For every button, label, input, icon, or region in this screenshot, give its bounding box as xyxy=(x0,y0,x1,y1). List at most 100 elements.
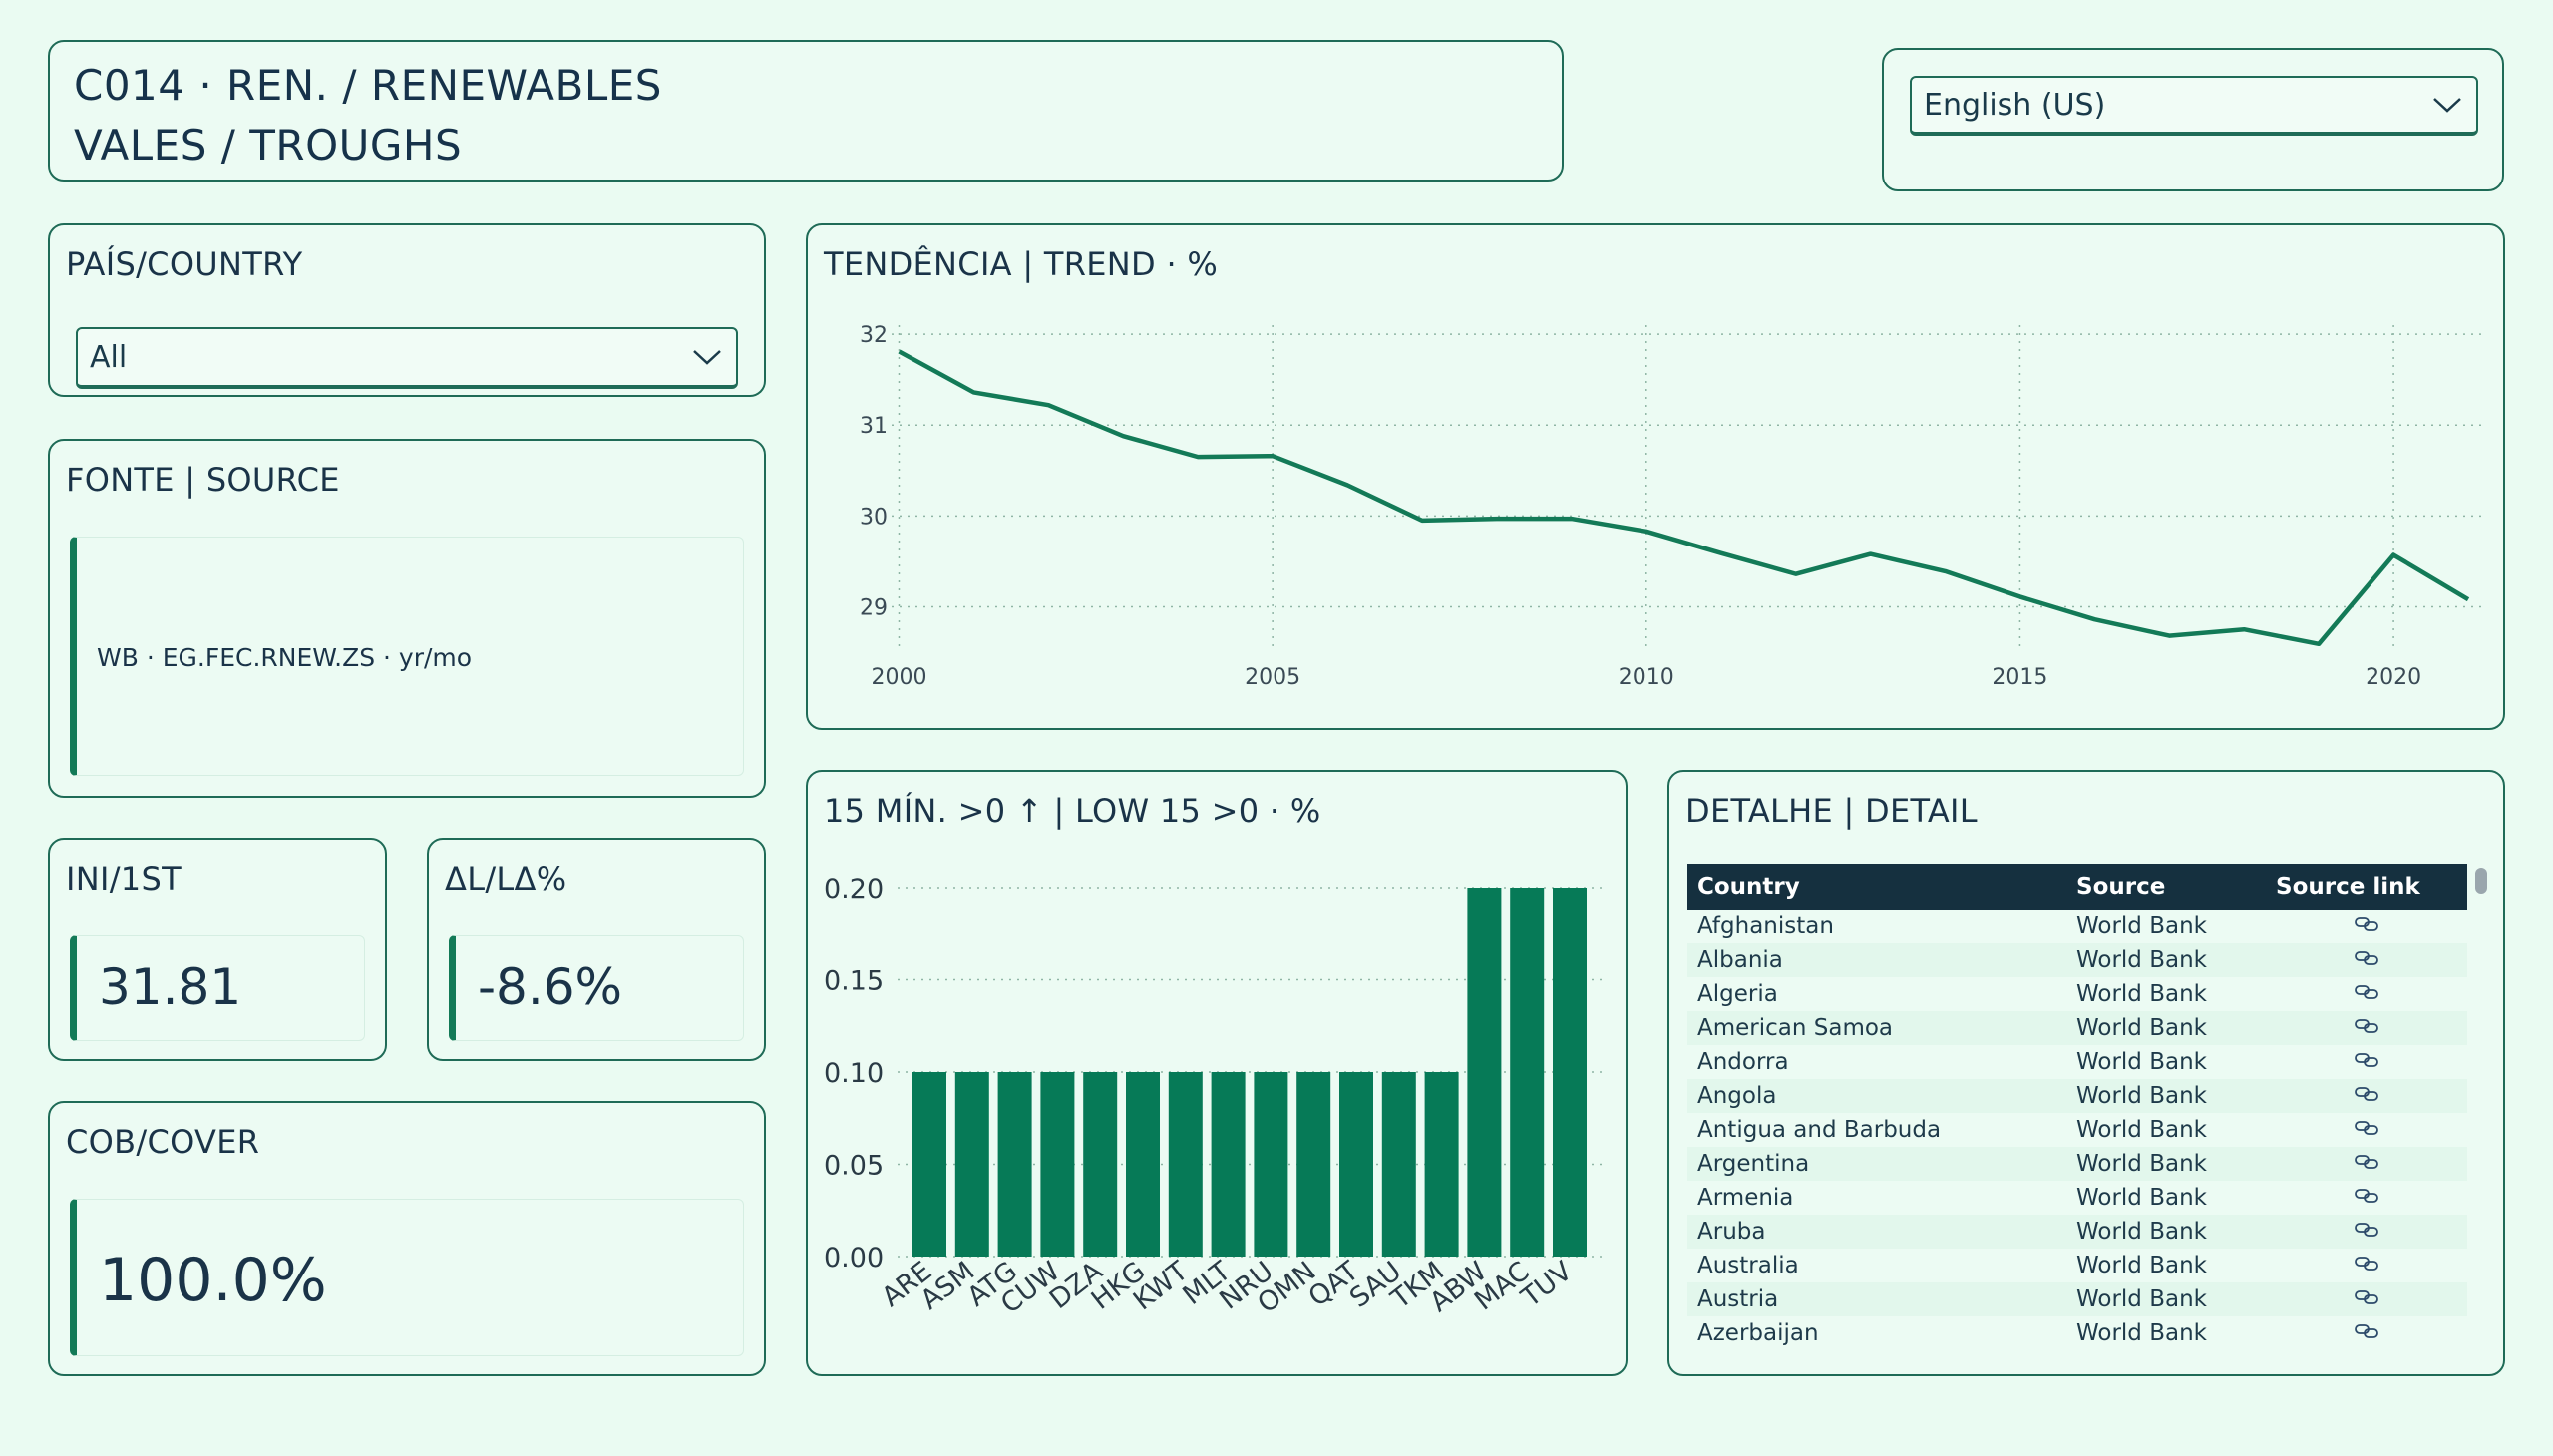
link-icon[interactable] xyxy=(2354,1221,2379,1239)
cell-country: Albania xyxy=(1687,943,2066,977)
bar-dza[interactable] xyxy=(1083,1072,1118,1257)
language-selected: English (US) xyxy=(1924,87,2106,123)
low15-card: 15 MÍN. >0 ↑ | LOW 15 >0 · % 0.00 0.05 0.1… xyxy=(806,770,1628,1376)
link-icon[interactable] xyxy=(2354,1051,2379,1069)
link-icon[interactable] xyxy=(2354,1085,2379,1103)
language-dropdown[interactable]: English (US) xyxy=(1910,76,2478,136)
chevron-down-icon xyxy=(693,350,721,365)
x-tick-label: 2000 xyxy=(871,665,926,690)
bar-sau[interactable] xyxy=(1381,1072,1416,1257)
x-tick-label: 2020 xyxy=(2366,665,2421,690)
detail-card: DETALHE | DETAIL Country Source Source l… xyxy=(1667,770,2505,1376)
cell-country: Andorra xyxy=(1697,1049,1789,1075)
col-source-link[interactable]: Source link xyxy=(2266,864,2467,910)
table-row: Algeria World Bank xyxy=(1687,977,2467,1011)
y-tick-label: 0.05 xyxy=(824,1151,884,1182)
kpi-first-title: INI/1ST xyxy=(66,860,182,898)
kpi-cover-box: 100.0% xyxy=(70,1199,744,1356)
link-icon[interactable] xyxy=(2354,1119,2379,1137)
title-card: C014 · REN. / RENEWABLES VALES / TROUGHS xyxy=(48,40,1564,182)
kpi-delta-card: ΔL/LΔ% -8.6% xyxy=(427,838,766,1061)
country-filter-title: PAÍS/COUNTRY xyxy=(66,245,303,283)
link-icon[interactable] xyxy=(2354,1255,2379,1273)
bar-abw[interactable] xyxy=(1467,888,1502,1257)
cell-source: World Bank xyxy=(2066,1282,2266,1316)
link-icon[interactable] xyxy=(2354,1017,2379,1035)
link-icon[interactable] xyxy=(2354,983,2379,1001)
cell-source: World Bank xyxy=(2066,1215,2266,1249)
cell-source-link xyxy=(2266,943,2467,977)
x-tick-label: 2010 xyxy=(1619,665,1674,690)
chevron-down-icon xyxy=(2433,98,2461,113)
link-icon[interactable] xyxy=(2354,1187,2379,1205)
cell-source: World Bank xyxy=(2076,1185,2207,1211)
kpi-cover-card: COB/COVER 100.0% xyxy=(48,1101,766,1376)
bar-tuv[interactable] xyxy=(1553,888,1587,1257)
cell-source-link xyxy=(2266,910,2467,943)
kpi-first-card: INI/1ST 31.81 xyxy=(48,838,387,1061)
bar-omn[interactable] xyxy=(1296,1072,1331,1257)
kpi-cover-value: 100.0% xyxy=(99,1246,327,1315)
bar-qat[interactable] xyxy=(1339,1072,1373,1257)
table-row: Afghanistan World Bank xyxy=(1687,910,2467,943)
bar-hkg[interactable] xyxy=(1126,1072,1160,1257)
bar-tkm[interactable] xyxy=(1424,1072,1459,1257)
bar-asm[interactable] xyxy=(954,1072,989,1257)
link-icon[interactable] xyxy=(2354,1322,2379,1340)
cell-source-link xyxy=(2266,1113,2467,1147)
link-icon[interactable] xyxy=(2354,1153,2379,1171)
language-card: English (US) xyxy=(1882,48,2504,191)
kpi-first-box: 31.81 xyxy=(70,935,365,1041)
cell-country: Armenia xyxy=(1697,1185,1794,1211)
cell-source-link xyxy=(2266,1181,2467,1215)
cell-source-link xyxy=(2266,1147,2467,1181)
bar-cuw[interactable] xyxy=(1040,1072,1075,1257)
y-tick-label: 0.10 xyxy=(824,1058,884,1089)
cell-source: World Bank xyxy=(2076,913,2207,939)
country-dropdown[interactable]: All xyxy=(76,327,738,389)
x-tick-label: 2005 xyxy=(1245,665,1300,690)
link-icon[interactable] xyxy=(2354,1288,2379,1306)
bar-nru[interactable] xyxy=(1254,1072,1288,1257)
x-tick-label: 2015 xyxy=(1992,665,2047,690)
table-row: Argentina World Bank xyxy=(1687,1147,2467,1181)
cell-source-link xyxy=(2266,1011,2467,1045)
trend-series-line[interactable] xyxy=(898,349,2470,647)
bar-kwt[interactable] xyxy=(1168,1072,1203,1257)
cell-source: World Bank xyxy=(2076,1253,2207,1278)
trend-card: TENDÊNCIA | TREND · % 29 30 31 32 2000 2005 20… xyxy=(806,223,2505,730)
cell-country: American Samoa xyxy=(1687,1011,2066,1045)
cell-source-link xyxy=(2266,977,2467,1011)
link-icon[interactable] xyxy=(2354,949,2379,967)
cell-source: World Bank xyxy=(2066,1147,2266,1181)
cell-source: World Bank xyxy=(2076,1320,2207,1346)
cell-source-link xyxy=(2266,1282,2467,1316)
table-row: American Samoa World Bank xyxy=(1687,1011,2467,1045)
country-selected: All xyxy=(90,339,128,375)
link-icon[interactable] xyxy=(2354,915,2379,933)
cell-source-link xyxy=(2266,1316,2467,1350)
table-scrollbar[interactable] xyxy=(2475,868,2487,894)
cell-country: Argentina xyxy=(1687,1147,2066,1181)
page-title-line1: C014 · REN. / RENEWABLES xyxy=(74,61,662,110)
y-tick-label: 32 xyxy=(860,323,888,348)
source-text: WB · EG.FEC.RNEW.ZS · yr/mo xyxy=(97,643,473,672)
cell-country: Australia xyxy=(1697,1253,1799,1278)
col-country[interactable]: Country xyxy=(1687,864,2066,910)
bar-are[interactable] xyxy=(912,1072,946,1257)
col-source[interactable]: Source xyxy=(2066,864,2266,910)
detail-header-row: Country Source Source link xyxy=(1687,864,2467,910)
cell-source: World Bank xyxy=(2076,1049,2207,1075)
cell-source-link xyxy=(2266,1249,2467,1282)
table-row: Antigua and Barbuda World Bank xyxy=(1687,1113,2467,1147)
country-filter-card: PAÍS/COUNTRY All xyxy=(48,223,766,397)
table-row: Angola World Bank xyxy=(1687,1079,2467,1113)
bar-mac[interactable] xyxy=(1510,888,1545,1257)
bar-atg[interactable] xyxy=(997,1072,1032,1257)
table-row: Armenia World Bank xyxy=(1687,1181,2467,1215)
cell-source-link xyxy=(2266,1079,2467,1113)
cell-country: Austria xyxy=(1687,1282,2066,1316)
trend-chart: 29 30 31 32 2000 2005 2010 2015 2020 xyxy=(860,323,2483,690)
cell-source: World Bank xyxy=(2066,1079,2266,1113)
bar-mlt[interactable] xyxy=(1211,1072,1246,1257)
